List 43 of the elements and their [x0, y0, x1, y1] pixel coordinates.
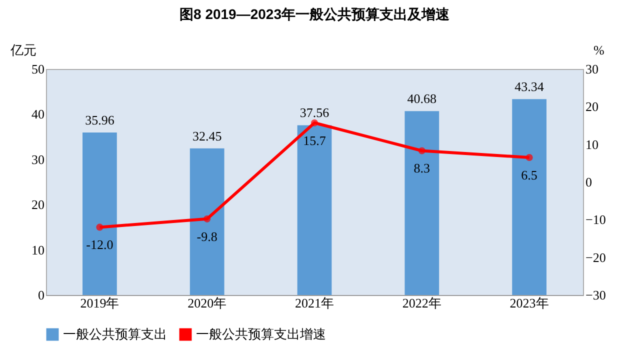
y2-tick-label: 20: [586, 99, 598, 114]
data-label: -12.0: [86, 237, 114, 252]
x-tick-label: 2019年: [80, 296, 120, 310]
point: [526, 154, 533, 162]
y-tick-label: 20: [32, 197, 44, 212]
data-label: 37.56: [300, 105, 330, 120]
data-label: 40.68: [407, 91, 437, 106]
y2-tick-label: −20: [586, 250, 606, 265]
point: [204, 215, 211, 222]
y-axis-title: 亿元: [10, 42, 36, 58]
data-label: 43.34: [514, 79, 544, 94]
point: [310, 119, 318, 126]
point: [418, 147, 426, 154]
y2-tick-label: 10: [586, 136, 598, 152]
bar: [404, 111, 440, 295]
y2-tick-label: −10: [586, 212, 606, 228]
data-label: 8.3: [414, 160, 430, 176]
bar: [297, 125, 332, 295]
data-label: 6.5: [521, 168, 538, 183]
bar: [82, 132, 117, 295]
chart-title: 图8 2019—2023年一般公共预算支出及增速: [180, 6, 450, 22]
y2-axis-title: %: [594, 42, 604, 58]
y-tick-label: 0: [38, 288, 44, 302]
x-tick-label: 2023年: [510, 296, 549, 310]
y2-tick-label: 30: [586, 62, 598, 76]
y-tick-label: 50: [32, 62, 44, 76]
point: [96, 224, 104, 231]
data-label: -9.8: [196, 228, 218, 244]
y-tick-label: 40: [32, 106, 44, 122]
legend-label: 一般公共预算支出增速: [196, 326, 326, 342]
x-tick-label: 2022年: [402, 296, 442, 310]
x-tick-label: 2020年: [188, 296, 227, 310]
data-label: 15.7: [303, 132, 326, 148]
bar: [512, 99, 546, 295]
y-tick-label: 10: [32, 242, 44, 258]
data-label: 35.96: [85, 112, 115, 128]
data-label: 32.45: [192, 128, 222, 144]
y2-tick-label: 0: [586, 174, 592, 190]
legend-label: 一般公共预算支出: [63, 326, 167, 342]
y-tick-label: 30: [32, 152, 44, 167]
bar: [190, 148, 224, 295]
y2-tick-label: −30: [586, 288, 606, 302]
x-tick-label: 2021年: [295, 296, 334, 310]
